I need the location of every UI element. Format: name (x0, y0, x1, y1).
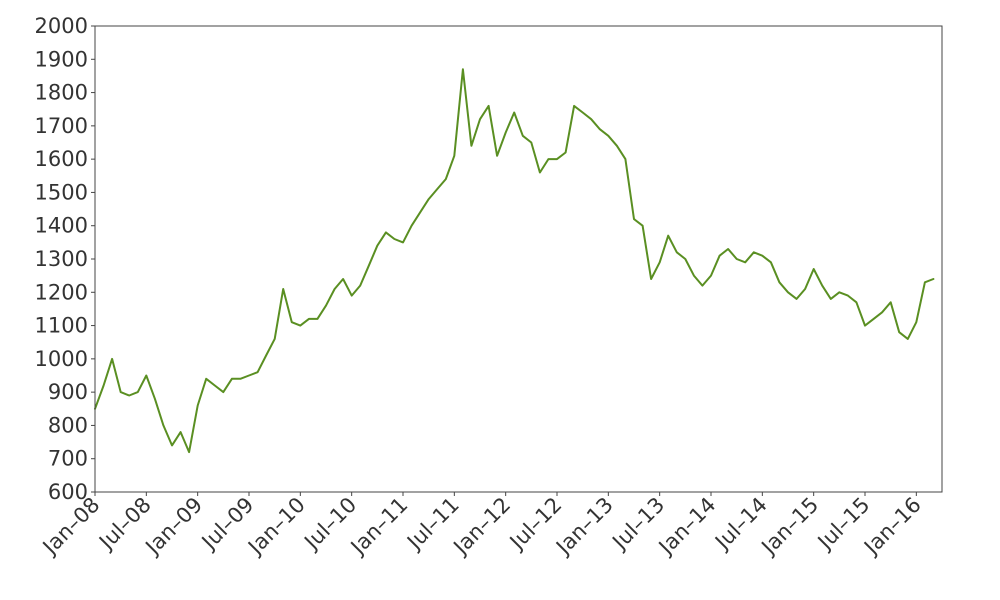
y-tick-label: 2000 (35, 14, 88, 38)
x-tick-label: Jan–09 (140, 493, 208, 561)
plot-area-frame (94, 25, 943, 493)
x-tick-label: Jan–13 (550, 493, 618, 561)
y-tick-label: 1400 (35, 214, 88, 238)
x-tick-label: Jan–12 (448, 493, 516, 561)
x-tick-label: Jan–10 (242, 493, 310, 561)
y-tick-label: 700 (48, 447, 88, 471)
y-tick-label: 1800 (35, 81, 88, 105)
x-tick-label: Jan–11 (345, 493, 413, 561)
y-tick-label: 1300 (35, 247, 88, 271)
series-line-0 (94, 68, 935, 454)
y-axis: 600 700 800 900 1000 1100 1200 1300 1400 1500 1600… (35, 14, 95, 504)
series-group (94, 68, 935, 454)
x-tick-label: Jan–14 (653, 493, 721, 561)
y-tick-label: 1200 (35, 280, 88, 304)
y-tick-label: 800 (48, 413, 88, 437)
y-tick-label: 1900 (35, 47, 88, 71)
y-tick-label: 600 (48, 480, 88, 504)
x-axis: Jan–08Jul–08Jan–09Jul–09Jan–10Jul–10Jan–… (37, 492, 926, 560)
x-tick-label: Jan–15 (756, 493, 824, 561)
y-tick-label: 900 (48, 380, 88, 404)
y-tick-label: 1000 (35, 347, 88, 371)
y-tick-label: 1500 (35, 180, 88, 204)
y-tick-label: 1700 (35, 114, 88, 138)
y-tick-label: 1600 (35, 147, 88, 171)
x-tick-label: Jan–16 (858, 493, 926, 561)
y-tick-label: 1100 (35, 314, 88, 338)
